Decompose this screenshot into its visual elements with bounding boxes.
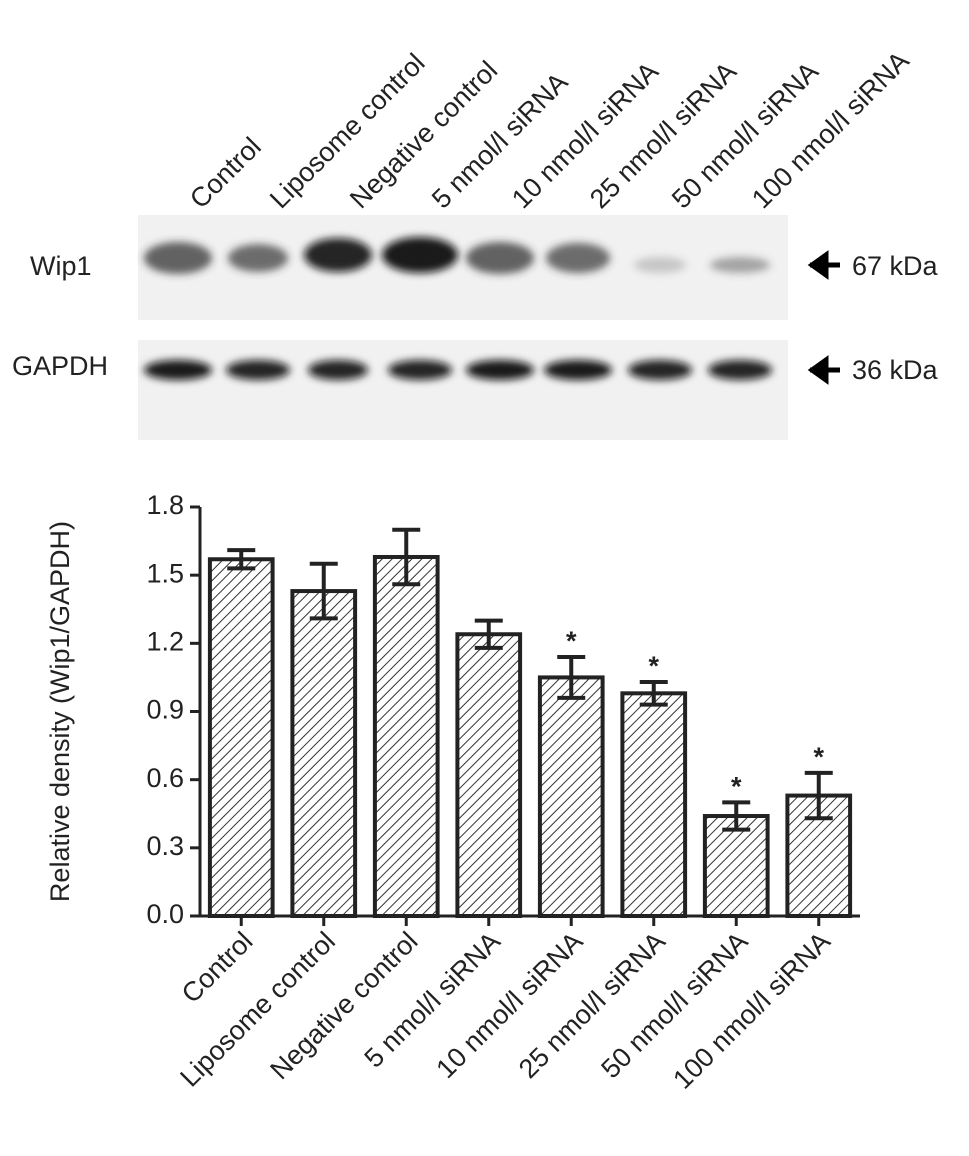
error-bar — [722, 800, 751, 832]
error-bar — [227, 548, 256, 571]
arrow — [807, 355, 840, 385]
error-bar — [557, 654, 586, 700]
x-tick-label: Liposome control — [174, 926, 341, 1093]
y-tick-label: 0.0 — [146, 899, 184, 929]
error-bar — [804, 770, 833, 821]
lane-label: 25 nmol/l siRNA — [584, 56, 742, 214]
bar — [455, 632, 523, 918]
arrow — [807, 250, 840, 280]
y-tick-label: 1.2 — [146, 626, 184, 656]
x-tick-label: Control — [176, 926, 259, 1009]
x-tick-label: 100 nmol/l siRNA — [667, 926, 836, 1095]
bar — [537, 675, 605, 919]
blot-row-label: GAPDH — [12, 351, 108, 381]
x-tick-label: 10 nmol/l siRNA — [430, 926, 588, 1084]
lane-label: Control — [184, 132, 267, 215]
bar — [702, 814, 770, 918]
blot-panel — [138, 340, 788, 440]
y-axis-label: Relative density (Wip1/GAPDH) — [45, 521, 75, 902]
error-bar — [639, 679, 668, 707]
y-tick-label: 1.8 — [146, 490, 184, 520]
error-bar — [309, 561, 338, 621]
significance-marker: * — [648, 651, 659, 681]
significance-marker: * — [566, 626, 577, 656]
significance-marker: * — [731, 772, 742, 802]
y-tick-label: 0.6 — [146, 763, 184, 793]
x-tick-label: 25 nmol/l siRNA — [513, 926, 671, 1084]
band-size: 36 kDa — [852, 355, 939, 385]
western-blot: Wip1 GAPDH 67 kDa 36 kDa — [12, 215, 939, 440]
y-tick-label: 0.3 — [146, 831, 184, 861]
band-size: 67 kDa — [852, 251, 939, 281]
x-tick-label: Negative control — [264, 926, 423, 1085]
error-bar — [392, 527, 421, 587]
error-bar — [474, 618, 503, 650]
bar — [207, 557, 275, 918]
y-tick-label: 1.5 — [146, 558, 184, 588]
bands — [144, 237, 772, 380]
blot-row-label: Wip1 — [30, 251, 92, 281]
lane-label: 10 nmol/l siRNA — [506, 56, 664, 214]
blot-panel — [138, 215, 788, 320]
bar — [290, 589, 358, 918]
lane-label: 50 nmol/l siRNA — [666, 56, 824, 214]
lane-label: Negative control — [344, 55, 503, 214]
significance-marker: * — [813, 742, 824, 772]
bar — [372, 554, 440, 918]
y-tick-label: 0.9 — [146, 695, 184, 725]
bar — [620, 691, 688, 918]
x-tick-label: 50 nmol/l siRNA — [595, 926, 753, 1084]
